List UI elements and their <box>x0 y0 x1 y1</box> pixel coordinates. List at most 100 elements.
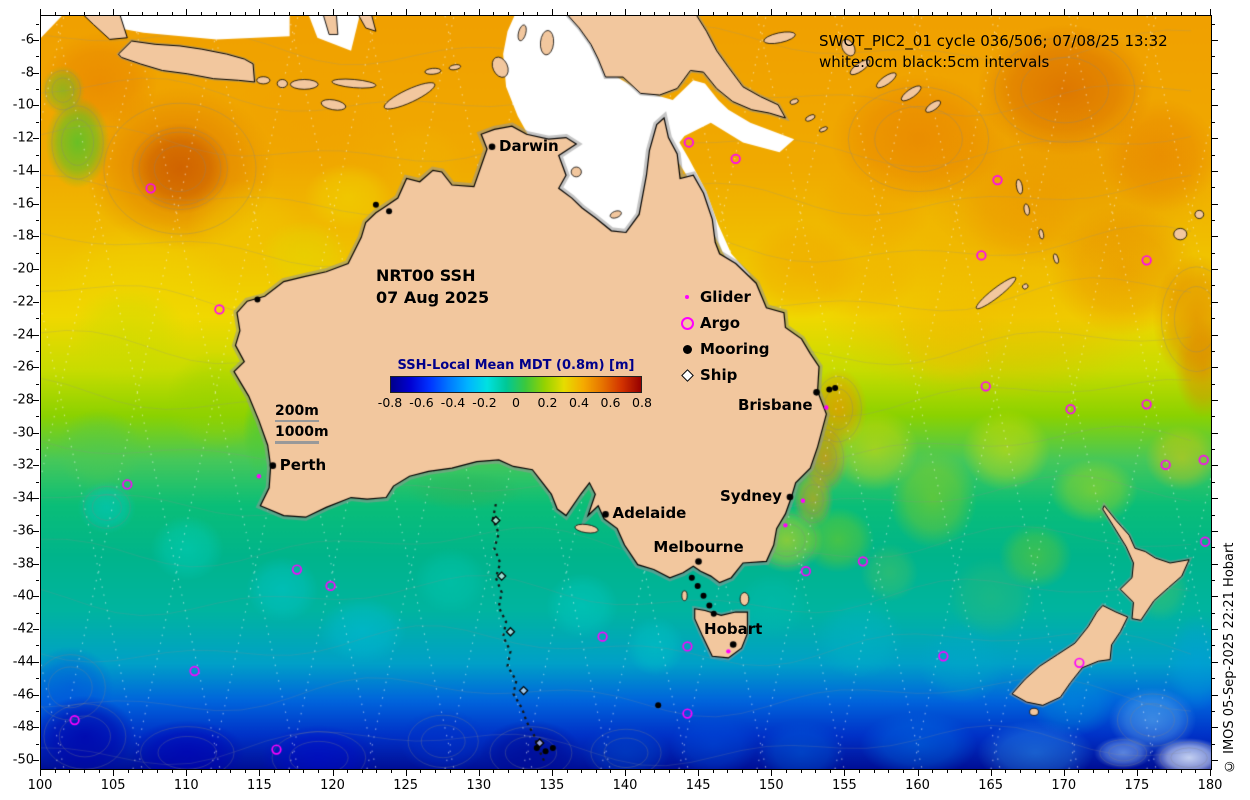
y-tick <box>33 367 39 369</box>
y-tick <box>1212 170 1218 172</box>
y-tick-label: -18 <box>12 228 34 244</box>
city-label-darwin: Darwin <box>499 136 559 155</box>
y-tick <box>1212 236 1218 238</box>
x-tick <box>157 770 158 773</box>
x-tick <box>288 12 290 15</box>
x-tick <box>1136 770 1138 776</box>
x-tick <box>405 9 407 15</box>
x-tick <box>215 770 217 773</box>
annotation-line2: white:0cm black:5cm intervals <box>819 53 1050 71</box>
x-tick <box>317 12 319 15</box>
y-tick <box>36 252 39 254</box>
y-tick <box>36 645 39 647</box>
x-tick <box>683 770 685 773</box>
x-tick <box>434 12 436 15</box>
x-tick <box>259 9 261 15</box>
x-tick <box>639 770 641 773</box>
x-tick <box>83 770 85 773</box>
x-tick <box>829 770 831 773</box>
x-tick <box>1151 12 1153 15</box>
x-tick <box>698 770 700 776</box>
y-tick <box>1212 710 1215 712</box>
y-tick <box>1212 661 1218 663</box>
x-tick <box>1210 9 1211 15</box>
mooring-marker-icon <box>677 344 697 354</box>
x-tick <box>844 770 846 776</box>
y-tick <box>1212 678 1215 680</box>
x-tick <box>1107 770 1109 773</box>
x-tick <box>742 770 743 773</box>
y-tick-label: -6 <box>21 32 34 48</box>
colorbar-ticks: -0.8 -0.6 -0.4 -0.2 0 0.2 0.4 0.6 0.8 <box>378 395 652 410</box>
y-tick <box>1212 72 1218 74</box>
x-tick-label: 135 <box>539 778 565 793</box>
x-tick <box>990 770 992 776</box>
x-tick <box>785 12 787 15</box>
x-tick <box>259 770 261 776</box>
x-tick <box>1034 12 1036 15</box>
y-tick <box>1212 465 1218 467</box>
x-tick <box>756 770 758 773</box>
y-tick <box>1212 759 1218 761</box>
city-label-brisbane: Brisbane <box>737 396 813 415</box>
y-tick <box>33 759 39 761</box>
y-tick <box>1212 121 1215 123</box>
y-tick <box>1212 367 1218 369</box>
y-tick <box>1212 252 1215 254</box>
x-tick-label: 145 <box>685 778 711 793</box>
x-tick <box>274 770 275 773</box>
x-tick <box>1122 770 1124 773</box>
x-tick <box>902 12 904 15</box>
y-tick <box>1212 301 1218 303</box>
x-tick <box>566 12 568 15</box>
y-tick <box>33 138 39 140</box>
y-tick <box>36 220 39 222</box>
x-tick <box>493 12 495 15</box>
y-tick <box>36 678 39 680</box>
y-tick <box>1212 318 1215 320</box>
legend-item-ship: Ship <box>677 362 770 388</box>
x-tick <box>932 12 934 15</box>
y-tick <box>33 498 39 500</box>
x-tick <box>1049 770 1051 773</box>
x-tick <box>391 770 392 773</box>
y-tick <box>1212 612 1215 614</box>
y-tick <box>33 629 39 631</box>
y-tick <box>1212 187 1215 189</box>
x-tick <box>54 12 56 15</box>
y-tick-label: -24 <box>12 327 34 343</box>
legend-item-glider: Glider <box>677 284 770 310</box>
x-tick <box>771 770 773 776</box>
y-tick <box>1212 629 1218 631</box>
x-tick-label: 170 <box>1051 778 1077 793</box>
x-tick <box>434 770 436 773</box>
y-tick <box>1212 400 1218 401</box>
y-tick <box>1212 269 1218 271</box>
y-tick <box>33 72 39 74</box>
y-tick-label: -40 <box>12 588 34 604</box>
x-tick <box>215 12 217 15</box>
x-tick <box>508 12 509 15</box>
y-tick <box>36 187 39 189</box>
x-tick <box>127 770 129 773</box>
y-tick <box>33 40 39 42</box>
colorbar-tick-label: 0.4 <box>569 395 589 410</box>
isobath-line-sample <box>275 441 319 444</box>
x-tick <box>742 12 743 15</box>
x-tick <box>186 770 188 776</box>
x-tick <box>1019 770 1021 773</box>
y-tick <box>36 89 39 91</box>
colorbar-tick-label: 0.2 <box>537 395 558 410</box>
y-tick <box>1212 481 1215 483</box>
isobath-legend: 200m 1000m <box>275 403 329 446</box>
x-tick <box>1093 12 1094 15</box>
colorbar: SSH-Local Mean MDT (0.8m) [m] -0.8 -0.6 -0… <box>378 358 652 410</box>
y-tick-label: -26 <box>12 359 34 375</box>
x-tick <box>478 770 480 776</box>
x-tick <box>113 9 115 15</box>
x-tick <box>654 12 656 15</box>
y-tick-label: -44 <box>12 654 34 670</box>
y-tick <box>36 154 39 156</box>
city-label-hobart: Hobart <box>704 620 763 639</box>
isobath-label: 1000m <box>275 424 329 440</box>
